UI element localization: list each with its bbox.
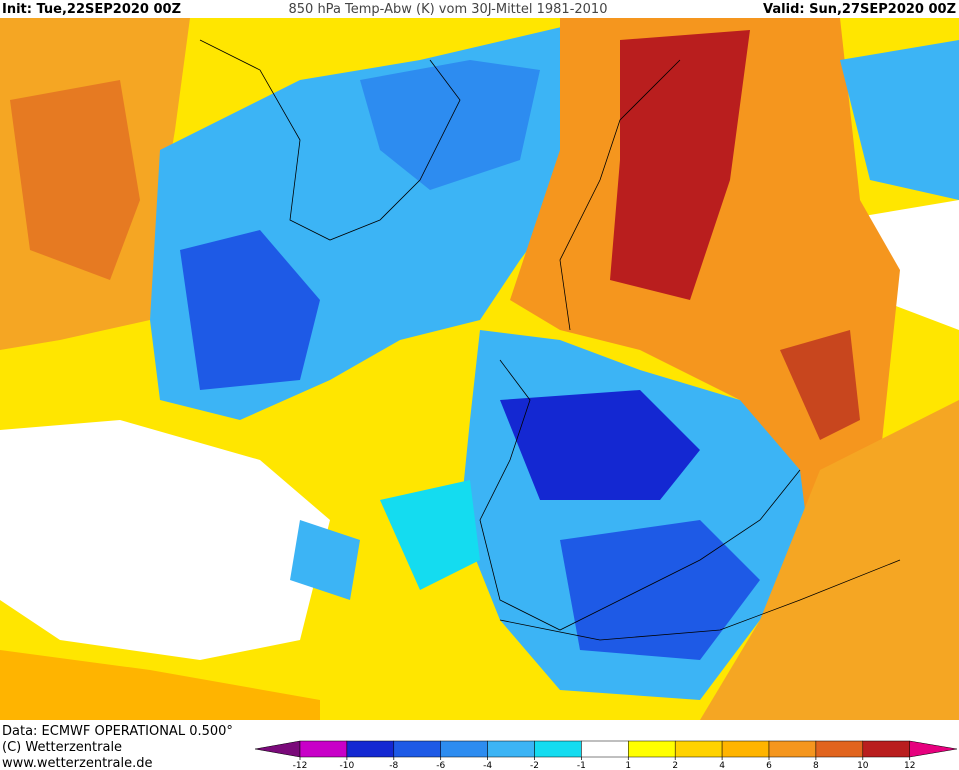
colorbar-segment (815, 740, 864, 758)
colorbar-segment (862, 740, 910, 758)
cold-area (500, 390, 700, 500)
website: www.wetterzentrale.de (2, 756, 152, 770)
warm-area (10, 80, 140, 280)
coastlines (199, 39, 901, 641)
cold-area (560, 520, 760, 660)
cold-area (360, 60, 540, 190)
cold-area (840, 40, 959, 200)
warm-area (0, 650, 320, 720)
colorbar-segment (534, 740, 582, 758)
cold-area (380, 480, 480, 590)
init-label: Init: Tue,22SEP2020 00Z (2, 2, 181, 17)
warm-area (510, 18, 900, 540)
cold-area (290, 520, 360, 600)
map-field (0, 18, 959, 720)
cold-area (180, 230, 320, 390)
warm-area (780, 330, 860, 440)
colorbar-segment (346, 740, 395, 758)
colorbar-segment (909, 740, 958, 758)
colorbar-tick-label: -10 (340, 761, 355, 770)
warm-area (610, 30, 750, 300)
colorbar-segment (721, 740, 770, 758)
colorbar-tick-label: 1 (625, 761, 631, 770)
coastline (199, 39, 461, 241)
colorbar-segment (487, 740, 535, 758)
colorbar-tick-label: 12 (904, 761, 915, 770)
data-source: Data: ECMWF OPERATIONAL 0.500° (2, 724, 233, 739)
colorbar-segment (674, 740, 723, 758)
colorbar-segment (299, 740, 348, 758)
colorbar: -12 -10 -8 -6 -4 -2 -1 1 2 4 6 8 10 12 (254, 740, 958, 770)
coastline (499, 559, 901, 641)
coastline (479, 359, 801, 631)
colorbar-tick-label: 8 (813, 761, 819, 770)
copyright: (C) Wetterzentrale (2, 740, 122, 755)
colorbar-tick-label: 10 (857, 761, 869, 770)
colorbar-tick-label: -4 (483, 761, 492, 770)
neutral-area (0, 420, 330, 660)
coastline (559, 59, 681, 331)
valid-label: Valid: Sun,27SEP2020 00Z (763, 2, 956, 17)
colorbar-tick-label: -2 (530, 761, 539, 770)
colorbar-segment (628, 740, 676, 758)
colorbar-tick-label: -12 (293, 761, 308, 770)
colorbar-tick-label: 6 (766, 761, 772, 770)
colorbar-tick-label: -6 (436, 761, 445, 770)
colorbar-segment (393, 740, 441, 758)
colorbar-tick-label: 2 (672, 761, 678, 770)
header-panel (0, 0, 959, 18)
colorbar-segment (581, 740, 629, 758)
colorbar-tick-label: -1 (577, 761, 586, 770)
warm-area (700, 400, 959, 720)
colorbar-segment (768, 740, 817, 758)
colorbar-tick-label: 4 (719, 761, 725, 770)
colorbar-tick-label: -8 (389, 761, 398, 770)
colorbar-segment (440, 740, 488, 758)
map-title: 850 hPa Temp-Abw (K) vom 30J-Mittel 1981… (289, 2, 608, 17)
